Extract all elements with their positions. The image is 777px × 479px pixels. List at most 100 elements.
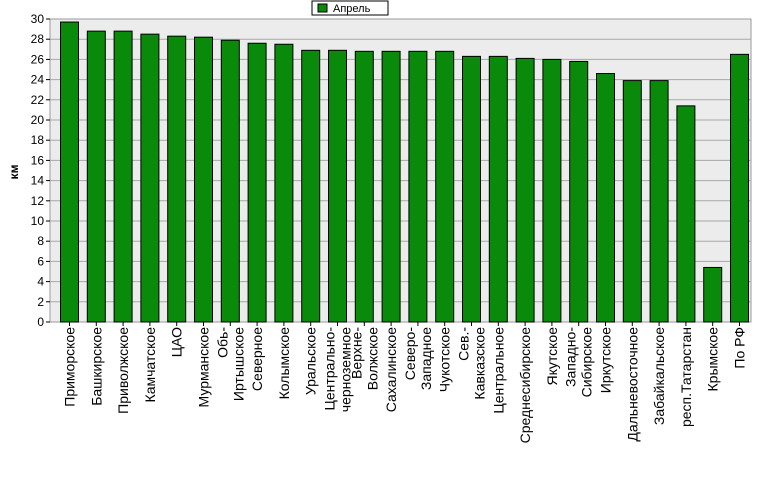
bar xyxy=(381,50,401,323)
x-tick-label-line: Кавказское xyxy=(472,327,488,400)
bar xyxy=(60,21,79,323)
y-tick-label: 4 xyxy=(37,275,44,289)
x-tick-label-line: Сибирское xyxy=(579,327,595,398)
bar xyxy=(113,30,133,323)
x-tick-label: Уральское xyxy=(303,327,319,395)
bar xyxy=(569,60,589,323)
x-tick-label-line: Западное xyxy=(418,327,434,390)
x-tick-label: Сахалинское xyxy=(383,327,399,412)
y-tick-label: 2 xyxy=(37,295,44,309)
bar xyxy=(730,53,749,323)
x-tick-label-line: Башкирское xyxy=(88,327,104,406)
x-tick-label: Центральное xyxy=(490,327,506,414)
bar xyxy=(247,42,267,323)
x-tick-label: Северо- Западное xyxy=(402,327,434,390)
x-tick-label: Чукотское xyxy=(437,327,453,392)
bar xyxy=(140,33,160,323)
x-tick-label: респ.Татарстан xyxy=(678,327,694,427)
x-tick-label: Дальневосточное xyxy=(624,327,640,442)
x-tick-label-line: Центрально- xyxy=(322,327,338,411)
x-tick-label-line: Западно- xyxy=(563,327,579,387)
x-tick-label-line: Северное xyxy=(249,327,265,391)
x-tick-label-line: Мурманское xyxy=(196,327,212,408)
x-tick-label: Сев.- Кавказское xyxy=(456,327,488,400)
x-tick-label-line: Якутское xyxy=(544,327,560,386)
x-tick-label-line: Волжское xyxy=(364,327,380,390)
y-tick-label: 6 xyxy=(37,254,44,268)
y-tick-label: 12 xyxy=(31,194,45,208)
bar xyxy=(408,50,428,323)
bar xyxy=(301,49,321,323)
bar xyxy=(676,105,696,323)
bar xyxy=(462,55,481,323)
x-tick-label: Камчатское xyxy=(142,327,158,403)
bar xyxy=(542,58,562,323)
bar xyxy=(220,39,240,323)
y-tick-label: 30 xyxy=(31,12,45,26)
x-tick-label-line: Сахалинское xyxy=(383,327,399,412)
x-tick-label-line: Уральское xyxy=(303,327,319,395)
x-tick-label-line: По РФ xyxy=(732,327,748,369)
bar xyxy=(274,43,294,323)
x-tick-label-line: Иркутское xyxy=(598,327,614,393)
x-tick-label: Мурманское xyxy=(196,327,212,408)
x-tick-label-line: черноземное xyxy=(338,327,354,412)
x-tick-label: Центрально-черноземное xyxy=(322,327,354,413)
x-tick-label-line: ЦАО xyxy=(169,327,185,357)
x-tick-label-line: Колымское xyxy=(276,327,292,400)
bar xyxy=(354,50,374,323)
y-tick-label: 0 xyxy=(37,315,44,329)
x-tick-label: Обь- Иртышское xyxy=(214,327,246,401)
y-axis-label: км xyxy=(7,164,21,179)
x-tick-label-line: Среднесибирское xyxy=(517,327,533,444)
x-tick-label: Западно- Сибирское xyxy=(563,327,595,398)
bar xyxy=(703,266,723,323)
bar xyxy=(596,73,615,323)
x-tick-label-line: Обь- xyxy=(214,327,230,358)
bar xyxy=(622,80,642,323)
x-tick-label: Северное xyxy=(249,327,265,391)
y-tick-label: 20 xyxy=(31,113,45,127)
y-tick-label: 22 xyxy=(31,93,45,107)
legend: Апрель xyxy=(311,0,389,16)
y-tick-label: 14 xyxy=(31,174,45,188)
x-tick-label-line: Верхне- xyxy=(348,327,364,379)
bar xyxy=(328,49,347,323)
legend-swatch xyxy=(317,3,328,13)
y-tick-label: 8 xyxy=(37,234,44,248)
bar xyxy=(167,35,187,323)
x-tick-label-line: Чукотское xyxy=(437,327,453,392)
bar xyxy=(86,30,106,323)
x-tick-label: По РФ xyxy=(732,327,748,369)
x-tick-label-line: респ.Татарстан xyxy=(678,327,694,427)
x-tick-label: Башкирское xyxy=(88,327,104,406)
legend-box xyxy=(311,0,389,16)
x-tick-label: Приморское xyxy=(62,327,78,407)
x-tick-label-line: Дальневосточное xyxy=(624,327,640,442)
y-tick-label: 26 xyxy=(31,52,45,66)
y-tick-label: 24 xyxy=(31,73,45,87)
x-tick-label-line: Забайкальское xyxy=(651,327,667,425)
x-tick-label: Приволжское xyxy=(115,327,131,414)
bar xyxy=(515,57,535,323)
legend-label: Апрель xyxy=(333,3,371,15)
x-tick-label-line: Приволжское xyxy=(115,327,131,414)
x-tick-label: Иркутское xyxy=(598,327,614,393)
x-tick-label: ЦАО xyxy=(169,327,185,357)
y-tick-label: 28 xyxy=(31,32,45,46)
bar xyxy=(488,55,508,323)
x-tick-label-line: Камчатское xyxy=(142,327,158,403)
y-tick-label: 18 xyxy=(31,133,45,147)
x-tick-label-line: Крымское xyxy=(705,327,721,392)
x-tick-label-line: Сев.- xyxy=(456,327,472,361)
bar xyxy=(649,80,669,323)
x-tick-label-line: Приморское xyxy=(62,327,78,407)
x-tick-label-line: Северо- xyxy=(402,327,418,381)
y-tick-label: 10 xyxy=(31,214,45,228)
bars xyxy=(60,21,749,323)
x-tick-label: Якутское xyxy=(544,327,560,386)
x-tick-label: Среднесибирское xyxy=(517,327,533,444)
x-tick-label: Крымское xyxy=(705,327,721,392)
